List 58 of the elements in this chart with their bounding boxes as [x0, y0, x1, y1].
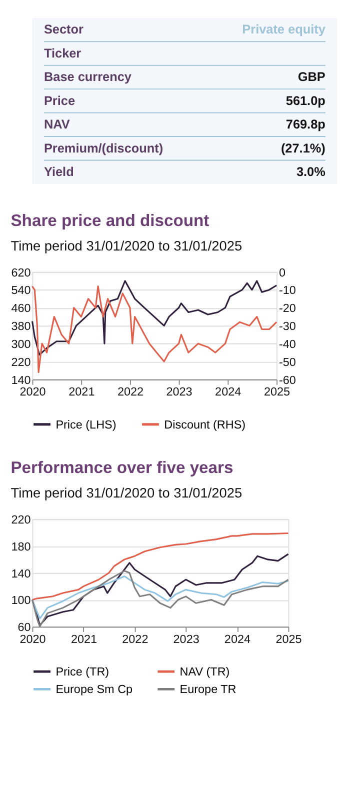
y2-tick-label: -30	[278, 320, 296, 334]
x-tick-label: 2022	[122, 632, 148, 646]
legend-label: Price (TR)	[56, 665, 110, 678]
text: GBP	[298, 70, 326, 84]
legend-label: Discount (RHS)	[164, 418, 246, 432]
chart-subtitle: Time period 31/01/2020 to 31/01/2025	[10, 486, 242, 501]
legend-label: Price (LHS)	[56, 418, 116, 432]
y-tick-label: 460	[11, 302, 32, 316]
legend-label: Europe Sm Cp	[56, 683, 134, 696]
y2-tick-label: -20	[278, 302, 296, 316]
legend-label: Europe TR	[180, 683, 236, 696]
chart-title: Share price and discount	[10, 211, 210, 230]
x-tick-label: 2025	[276, 632, 302, 646]
y-tick-label: 380	[11, 320, 32, 334]
y2-tick-label: -60	[278, 374, 296, 387]
category-label: Base currency	[44, 70, 132, 84]
y-tick-label: 220	[11, 514, 32, 527]
x-tick-label: 2021	[70, 632, 98, 646]
category-label: NAV	[44, 118, 70, 132]
x-tick-label: 2024	[215, 386, 242, 399]
text: 3.0%	[296, 165, 326, 180]
y2-tick-label: -10	[278, 284, 296, 298]
x-tick-label: 2023	[166, 386, 192, 399]
y2-tick-label: 0	[278, 266, 286, 280]
line-series	[31, 532, 290, 601]
text: 561.0p	[286, 94, 326, 108]
y2-tick-label: -40	[278, 338, 296, 351]
y-tick-label: 300	[11, 338, 32, 351]
category-label: Yield	[44, 165, 74, 180]
category-label: Ticker	[44, 46, 82, 60]
line-series	[31, 285, 278, 374]
chart-subtitle: Time period 31/01/2020 to 31/01/2025	[10, 238, 242, 254]
x-tick-label: 2020	[20, 386, 46, 399]
y-tick-label: 140	[11, 567, 32, 580]
category-label: Price	[44, 94, 76, 108]
x-tick-label: 2023	[173, 632, 200, 646]
y-tick-label: 540	[11, 284, 32, 298]
text: (27.1%)	[280, 141, 326, 156]
legend-label: NAV (TR)	[180, 665, 230, 678]
x-tick-label: 2021	[68, 386, 95, 399]
category-label: Sector	[44, 22, 84, 37]
y-tick-label: 60	[18, 621, 32, 634]
category-label: Premium/(discount)	[44, 141, 164, 156]
y-tick-label: 100	[11, 594, 32, 608]
text: 769.8p	[286, 118, 326, 132]
y-tick-label: 140	[11, 374, 32, 387]
y-tick-label: 220	[11, 356, 32, 369]
x-tick-label: 2025	[264, 386, 291, 399]
y2-tick-label: -50	[278, 356, 296, 369]
text: Private equity	[242, 22, 326, 37]
x-tick-label: 2022	[117, 386, 144, 399]
line-series	[31, 575, 290, 620]
x-tick-label: 2020	[20, 632, 46, 646]
chart-title: Performance over five years	[10, 458, 234, 478]
line-series	[31, 280, 278, 356]
y-tick-label: 180	[11, 540, 32, 554]
y-tick-label: 620	[11, 266, 32, 280]
x-tick-label: 2024	[224, 632, 251, 646]
